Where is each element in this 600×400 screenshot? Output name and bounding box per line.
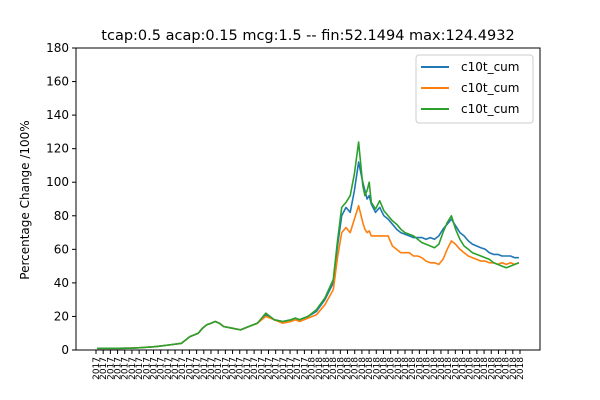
x-tick-label: 2017 bbox=[279, 357, 289, 380]
x-tick-label: 2018 bbox=[451, 357, 461, 380]
y-tick-label: 180 bbox=[46, 41, 69, 55]
y-tick-label: 120 bbox=[46, 142, 69, 156]
legend-box bbox=[415, 54, 534, 124]
x-tick-label: 2017 bbox=[114, 357, 124, 380]
x-tick-label: 2018 bbox=[423, 357, 433, 380]
x-tick-label: 2018 bbox=[358, 357, 368, 380]
y-tick-label: 80 bbox=[54, 209, 69, 223]
x-tick-label: 2018 bbox=[351, 357, 361, 380]
x-tick-label: 2018 bbox=[315, 357, 325, 380]
legend-label: c10t_cum bbox=[461, 81, 519, 95]
y-tick-label: 60 bbox=[54, 242, 69, 256]
x-tick-label: 2018 bbox=[494, 357, 504, 380]
x-tick-label: 2017 bbox=[149, 357, 159, 380]
x-tick-label: 2018 bbox=[322, 357, 332, 380]
x-tick-label: 2017 bbox=[243, 357, 253, 380]
x-tick-label: 2017 bbox=[157, 357, 167, 380]
x-tick-label: 2017 bbox=[185, 357, 195, 380]
plot-frame bbox=[75, 47, 541, 351]
series-lines bbox=[97, 141, 520, 350]
x-tick-label: 2018 bbox=[365, 357, 375, 380]
x-tick-label: 2018 bbox=[466, 357, 476, 380]
x-tick-label: 2017 bbox=[272, 357, 282, 380]
y-tick-label: 140 bbox=[46, 108, 69, 122]
x-tick-label: 2018 bbox=[372, 357, 382, 380]
x-tick-label: 2017 bbox=[236, 357, 246, 380]
x-tick-label: 2018 bbox=[394, 357, 404, 380]
x-tick-label: 2018 bbox=[444, 357, 454, 380]
x-tick-label: 2017 bbox=[193, 357, 203, 380]
x-tick-label: 2017 bbox=[293, 357, 303, 380]
x-tick-label: 2017 bbox=[221, 357, 231, 380]
x-tick-label: 2017 bbox=[142, 357, 152, 380]
x-tick-label: 2018 bbox=[516, 357, 526, 380]
x-axis: 2017201720172017201720172017201720172017… bbox=[92, 350, 526, 380]
x-tick-label: 2017 bbox=[171, 357, 181, 380]
x-tick-label: 2017 bbox=[128, 357, 138, 380]
x-tick-label: 2018 bbox=[408, 357, 418, 380]
legend: c10t_cum c10t_cum c10t_cum bbox=[415, 54, 534, 124]
x-tick-label: 2017 bbox=[257, 357, 267, 380]
x-tick-label: 2018 bbox=[344, 357, 354, 380]
x-tick-label: 2018 bbox=[379, 357, 389, 380]
x-tick-label: 2017 bbox=[106, 357, 116, 380]
series-line-3 bbox=[97, 141, 520, 350]
x-tick-label: 2017 bbox=[214, 357, 224, 380]
x-tick-label: 2017 bbox=[121, 357, 131, 380]
y-axis: 0 20 40 60 80 100 120 140 160 180 bbox=[46, 41, 76, 357]
x-tick-label: 2018 bbox=[473, 357, 483, 380]
x-tick-label: 2018 bbox=[401, 357, 411, 380]
x-tick-label: 2017 bbox=[207, 357, 217, 380]
x-tick-label: 2018 bbox=[487, 357, 497, 380]
y-tick-label: 160 bbox=[46, 75, 69, 89]
y-tick-label: 0 bbox=[61, 343, 69, 357]
x-tick-label: 2018 bbox=[509, 357, 519, 380]
chart-title: tcap:0.5 acap:0.15 mcg:1.5 -- fin:52.149… bbox=[101, 28, 514, 44]
x-tick-label: 2018 bbox=[459, 357, 469, 380]
x-tick-label: 2017 bbox=[264, 357, 274, 380]
x-tick-label: 2017 bbox=[229, 357, 239, 380]
y-tick-label: 20 bbox=[54, 309, 69, 323]
x-tick-label: 2018 bbox=[415, 357, 425, 380]
x-tick-label: 2018 bbox=[308, 357, 318, 380]
legend-label: c10t_cum bbox=[461, 102, 519, 116]
x-tick-label: 2018 bbox=[430, 357, 440, 380]
legend-label: c10t_cum bbox=[461, 60, 519, 74]
x-tick-label: 2017 bbox=[164, 357, 174, 380]
x-tick-label: 2017 bbox=[200, 357, 210, 380]
x-tick-label: 2018 bbox=[336, 357, 346, 380]
x-tick-label: 2017 bbox=[92, 357, 102, 380]
x-tick-label: 2018 bbox=[387, 357, 397, 380]
x-tick-label: 2017 bbox=[135, 357, 145, 380]
x-tick-label: 2018 bbox=[329, 357, 339, 380]
x-tick-label: 2017 bbox=[178, 357, 188, 380]
x-tick-label: 2017 bbox=[250, 357, 260, 380]
x-tick-label: 2017 bbox=[300, 357, 310, 380]
x-tick-label: 2018 bbox=[502, 357, 512, 380]
y-tick-label: 100 bbox=[46, 175, 69, 189]
y-tick-label: 40 bbox=[54, 276, 69, 290]
x-tick-label: 2017 bbox=[99, 357, 109, 380]
x-tick-label: 2018 bbox=[437, 357, 447, 380]
series-line-1 bbox=[97, 161, 519, 350]
x-tick-label: 2017 bbox=[286, 357, 296, 380]
y-axis-label: Percentage Change /100% bbox=[18, 120, 32, 279]
x-tick-label: 2018 bbox=[480, 357, 490, 380]
